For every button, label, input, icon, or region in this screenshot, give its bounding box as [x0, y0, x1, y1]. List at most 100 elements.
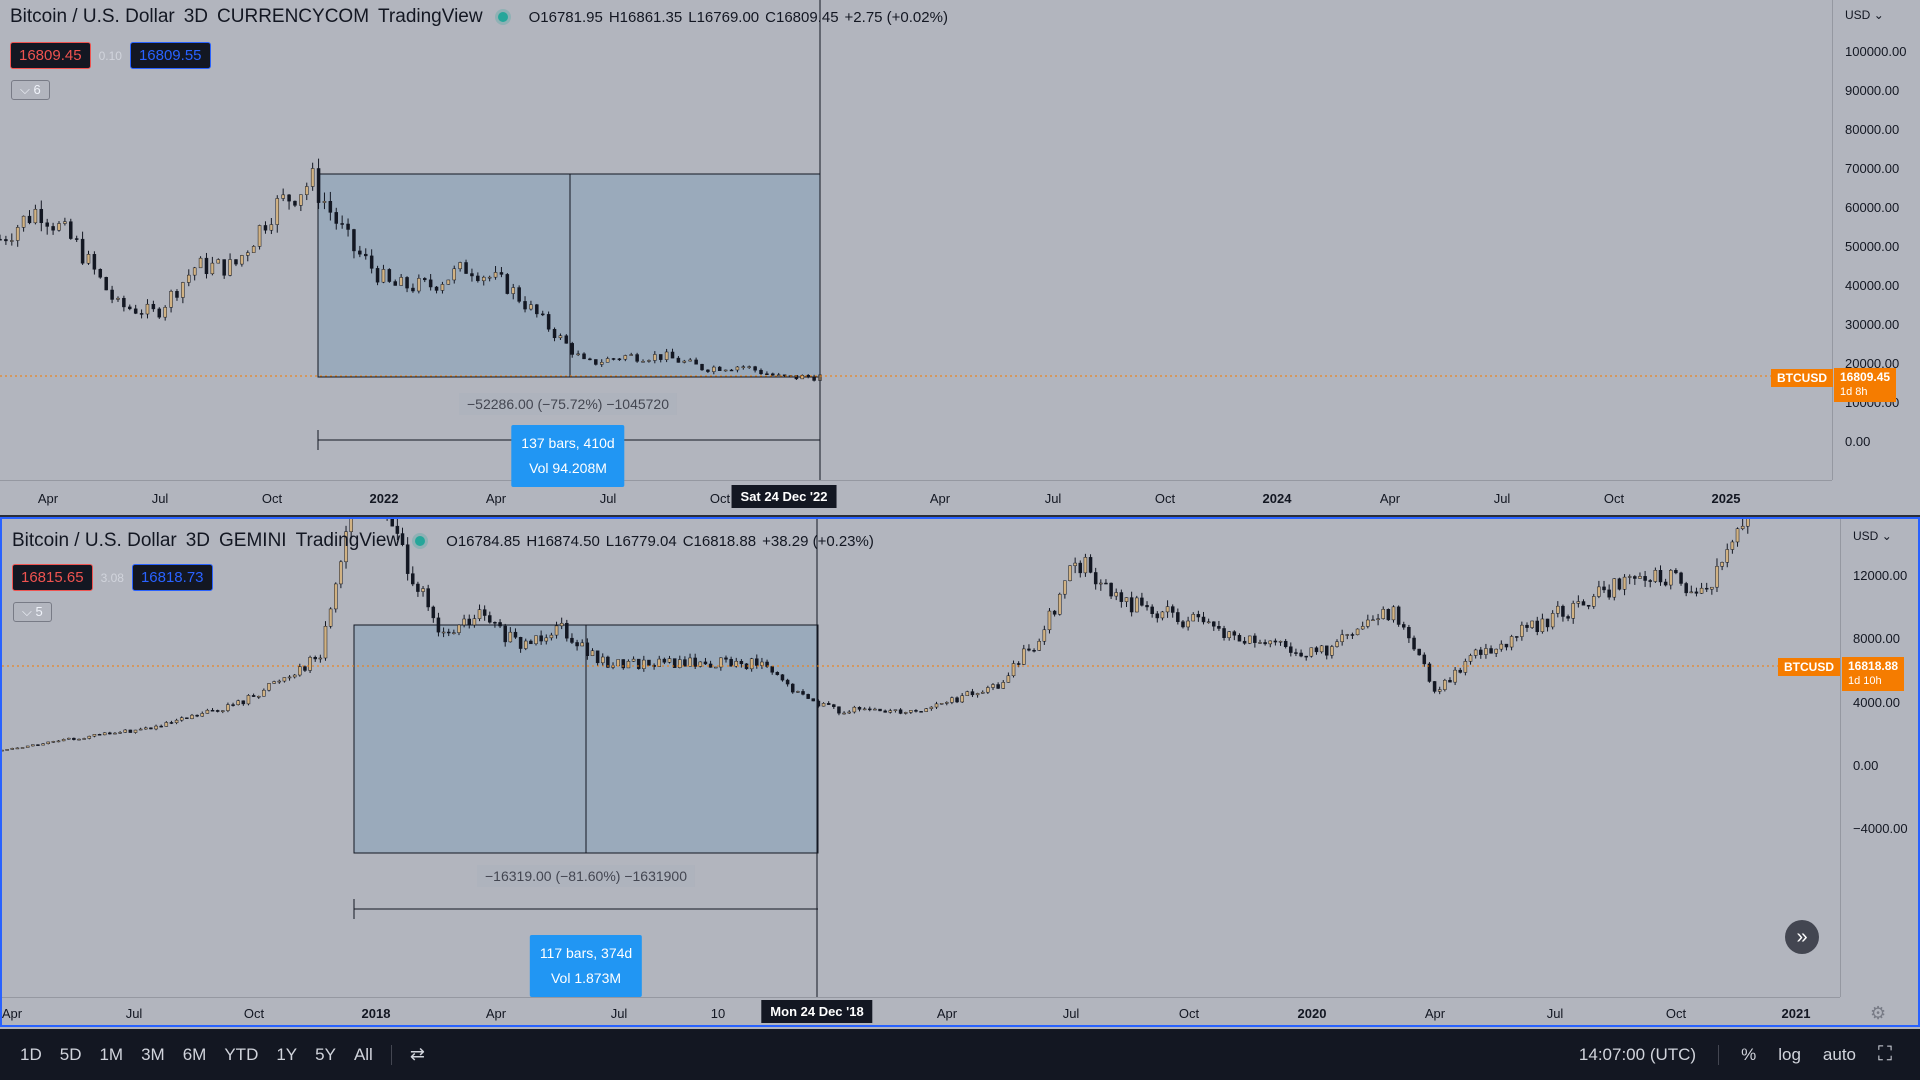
candle — [349, 519, 353, 532]
symbol-title[interactable]: Bitcoin / U.S. Dollar — [10, 6, 175, 27]
range-1m[interactable]: 1M — [99, 1044, 124, 1064]
candle — [145, 303, 150, 315]
price-axis[interactable] — [1840, 519, 1841, 997]
candle — [381, 269, 386, 283]
log-scale-toggle[interactable]: log — [1778, 1044, 1801, 1064]
candle — [1104, 582, 1108, 585]
candle — [575, 642, 579, 647]
currency-selector[interactable]: USD ⌄ — [1853, 529, 1892, 543]
time-tick-label: Apr — [1, 1006, 23, 1021]
candle — [482, 609, 487, 616]
candle — [873, 708, 877, 711]
sell-button[interactable]: 16815.65 — [12, 564, 93, 591]
currency-label: USD — [1845, 8, 1871, 22]
buy-sell-panel: 16815.65 3.08 16818.73 — [12, 564, 213, 591]
candle — [231, 704, 235, 706]
candle — [606, 656, 610, 668]
high-value: H16874.50 — [526, 532, 600, 550]
candle — [292, 674, 297, 678]
buy-button[interactable]: 16818.73 — [131, 564, 213, 591]
candle — [1160, 611, 1165, 619]
chart-pane-bottom[interactable]: Bitcoin / U.S. Dollar 3D GEMINI TradingV… — [0, 517, 1920, 1027]
measure-bars: 117 bars, 374d — [539, 945, 633, 961]
candle — [523, 301, 527, 310]
currency-selector[interactable]: USD ⌄ — [1845, 8, 1884, 22]
symbol-header: Bitcoin / U.S. Dollar 3D GEMINI TradingV… — [12, 530, 874, 552]
candle — [1602, 586, 1606, 591]
interval-label[interactable]: 3D — [183, 6, 209, 27]
candle — [529, 304, 533, 310]
candle — [36, 744, 40, 746]
candle — [1022, 648, 1026, 665]
candle — [74, 238, 79, 240]
candle — [1124, 597, 1129, 602]
candle — [753, 366, 757, 371]
candle — [0, 238, 2, 241]
goto-date-icon[interactable]: ⇄ — [409, 1044, 425, 1064]
price-axis[interactable] — [1832, 0, 1833, 480]
fullscreen-icon[interactable]: ⛶ — [1878, 1043, 1892, 1065]
candle — [631, 658, 636, 662]
candlestick-chart-top[interactable] — [0, 0, 1832, 480]
candle — [1135, 597, 1139, 613]
range-ytd[interactable]: YTD — [224, 1044, 259, 1064]
candle — [965, 691, 970, 696]
candle — [611, 358, 616, 360]
percent-scale-toggle[interactable]: % — [1741, 1044, 1757, 1064]
range-6m[interactable]: 6M — [182, 1044, 207, 1064]
scroll-to-realtime-button[interactable]: » — [1785, 920, 1819, 954]
range-all[interactable]: All — [353, 1044, 373, 1064]
candle — [1571, 603, 1575, 619]
interval-label[interactable]: 3D — [185, 530, 211, 551]
candlestick-chart-bottom[interactable] — [2, 519, 1840, 997]
chart-pane-top[interactable]: Bitcoin / U.S. Dollar 3D CURRENCYCOM Tra… — [0, 0, 1920, 515]
time-tick-label: 2022 — [369, 491, 399, 506]
auto-scale-toggle[interactable]: auto — [1822, 1044, 1856, 1064]
candle — [431, 606, 436, 619]
market-status-icon[interactable] — [497, 12, 508, 22]
symbol-title[interactable]: Bitcoin / U.S. Dollar — [12, 530, 177, 551]
price-tick-label: 20000.00 — [1845, 356, 1900, 371]
candle — [582, 353, 586, 360]
pane-divider[interactable] — [0, 515, 1920, 517]
candle — [308, 657, 312, 671]
settings-icon[interactable]: ⚙ — [1870, 1003, 1887, 1023]
indicators-toggle[interactable]: ⌵ 6 — [11, 80, 50, 100]
time-tick-label: Jul — [1546, 1006, 1564, 1021]
candle — [1607, 589, 1611, 598]
indicators-toggle[interactable]: ⌵ 5 — [13, 602, 52, 622]
candle — [1545, 618, 1550, 628]
candle — [765, 661, 769, 667]
candle — [1684, 583, 1688, 594]
candle — [812, 376, 816, 381]
range-1d[interactable]: 1D — [20, 1044, 42, 1064]
time-tick-label: Apr — [929, 491, 951, 506]
candle — [1556, 605, 1560, 614]
candle — [599, 362, 604, 365]
timezone-clock[interactable]: 14:07:00 (UTC) — [1578, 1044, 1697, 1064]
candle — [924, 708, 928, 712]
candle — [929, 706, 934, 709]
candle — [61, 738, 66, 742]
range-5y[interactable]: 5Y — [315, 1044, 336, 1064]
candle — [45, 222, 49, 227]
market-status-icon[interactable] — [415, 536, 426, 546]
candle — [15, 747, 20, 750]
candle — [1350, 634, 1355, 636]
candle — [1674, 570, 1678, 574]
range-3m[interactable]: 3M — [141, 1044, 165, 1064]
toolbar-separator — [390, 1044, 392, 1065]
range-5d[interactable]: 5D — [59, 1044, 82, 1064]
range-1y[interactable]: 1Y — [276, 1044, 298, 1064]
buy-button[interactable]: 16809.55 — [129, 42, 211, 69]
candle — [1720, 562, 1724, 567]
measure-rectangle[interactable] — [317, 173, 821, 378]
candle — [898, 709, 903, 714]
candle — [653, 354, 657, 361]
candle — [1289, 646, 1293, 653]
time-tick-label: 10 — [710, 1006, 726, 1021]
sell-button[interactable]: 16809.45 — [10, 42, 91, 69]
candle — [215, 710, 220, 712]
candle — [205, 709, 210, 714]
candle — [617, 358, 622, 361]
